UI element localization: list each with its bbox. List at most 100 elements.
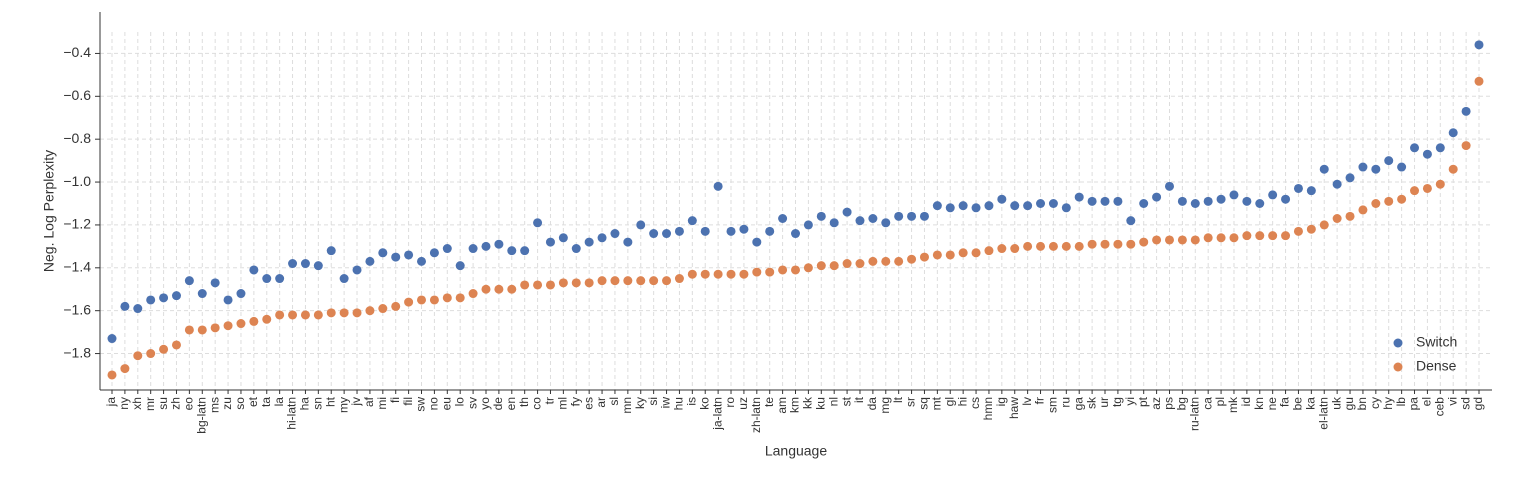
point [1036,198,1046,208]
point [687,269,697,279]
x-tick-label: co [530,397,544,410]
x-tick-label: hi-latn [285,397,299,430]
point [868,214,878,224]
point [545,280,555,290]
legend-marker [1393,338,1403,348]
x-tick-label: my [336,397,350,413]
x-tick-label: th [517,397,531,407]
point [829,261,839,271]
point [133,304,143,314]
x-tick-label: xh [130,397,144,410]
x-tick-label: ny [117,397,131,410]
x-tick-label: la [272,397,286,407]
x-tick-label: ca [1200,397,1214,410]
point [739,269,749,279]
x-tick-label: zh [169,397,183,410]
point [494,239,504,249]
point [610,229,620,239]
point [932,201,942,211]
point [520,280,530,290]
x-tick-label: mr [143,397,157,411]
point [1397,162,1407,172]
point [713,181,723,191]
y-tick-label: −1.8 [63,344,91,360]
point [300,259,310,269]
point [1126,239,1136,249]
point [1216,233,1226,243]
point [597,233,607,243]
point [778,265,788,275]
point [159,293,169,303]
point [584,278,594,288]
point [1410,186,1420,196]
point [210,323,220,333]
x-tick-label: so [233,397,247,410]
point [391,301,401,311]
y-tick-label: −1.6 [63,301,91,317]
point [507,284,517,294]
x-tick-label: iw [659,397,673,409]
point [1100,196,1110,206]
x-tick-label: de [491,397,505,411]
point [107,370,117,380]
x-tick-label: kn [1252,397,1266,410]
point [997,194,1007,204]
point [571,244,581,254]
x-tick-label: fr [1033,397,1047,404]
point [1384,156,1394,166]
point [1345,211,1355,221]
x-tick-label: si [646,397,660,406]
point [1126,216,1136,226]
point [146,295,156,305]
x-tick-label: sn [311,397,325,410]
point [300,310,310,320]
point [391,252,401,262]
x-tick-label: ht [323,396,337,407]
point [275,274,285,284]
point [842,207,852,217]
x-tick-label: ar [594,397,608,408]
point [197,289,207,299]
point [752,237,762,247]
x-tick-label: en [504,397,518,410]
point [159,344,169,354]
point [649,229,659,239]
point [1332,214,1342,224]
point [1281,194,1291,204]
point [429,248,439,258]
point [636,276,646,286]
x-tick-label: ig [994,397,1008,406]
x-tick-label: tg [1110,397,1124,407]
point [1087,196,1097,206]
point [1242,196,1252,206]
point [417,256,427,266]
point [1384,196,1394,206]
point [1036,241,1046,251]
y-axis-title: Neg. Log Perplexity [41,150,57,272]
x-tick-label: gu [1342,397,1356,410]
point [1461,106,1471,116]
point [1074,241,1084,251]
point [1113,196,1123,206]
x-tick-label: bn [1355,397,1369,410]
x-tick-label: ru [1058,397,1072,408]
point [997,244,1007,254]
point [146,349,156,359]
point [1293,183,1303,193]
point [545,237,555,247]
y-tick-label: −1.0 [63,173,91,189]
x-tick-label: ga [1071,397,1085,411]
point [894,256,904,266]
x-tick-label: pa [1407,397,1421,411]
point [791,229,800,239]
point [958,248,968,258]
x-tick-label: et [246,396,260,407]
point [1152,235,1162,245]
x-tick-label: mt [930,396,944,410]
point [1422,183,1432,193]
point [288,310,298,320]
point [1190,198,1200,208]
point [932,250,942,260]
point [249,265,259,275]
